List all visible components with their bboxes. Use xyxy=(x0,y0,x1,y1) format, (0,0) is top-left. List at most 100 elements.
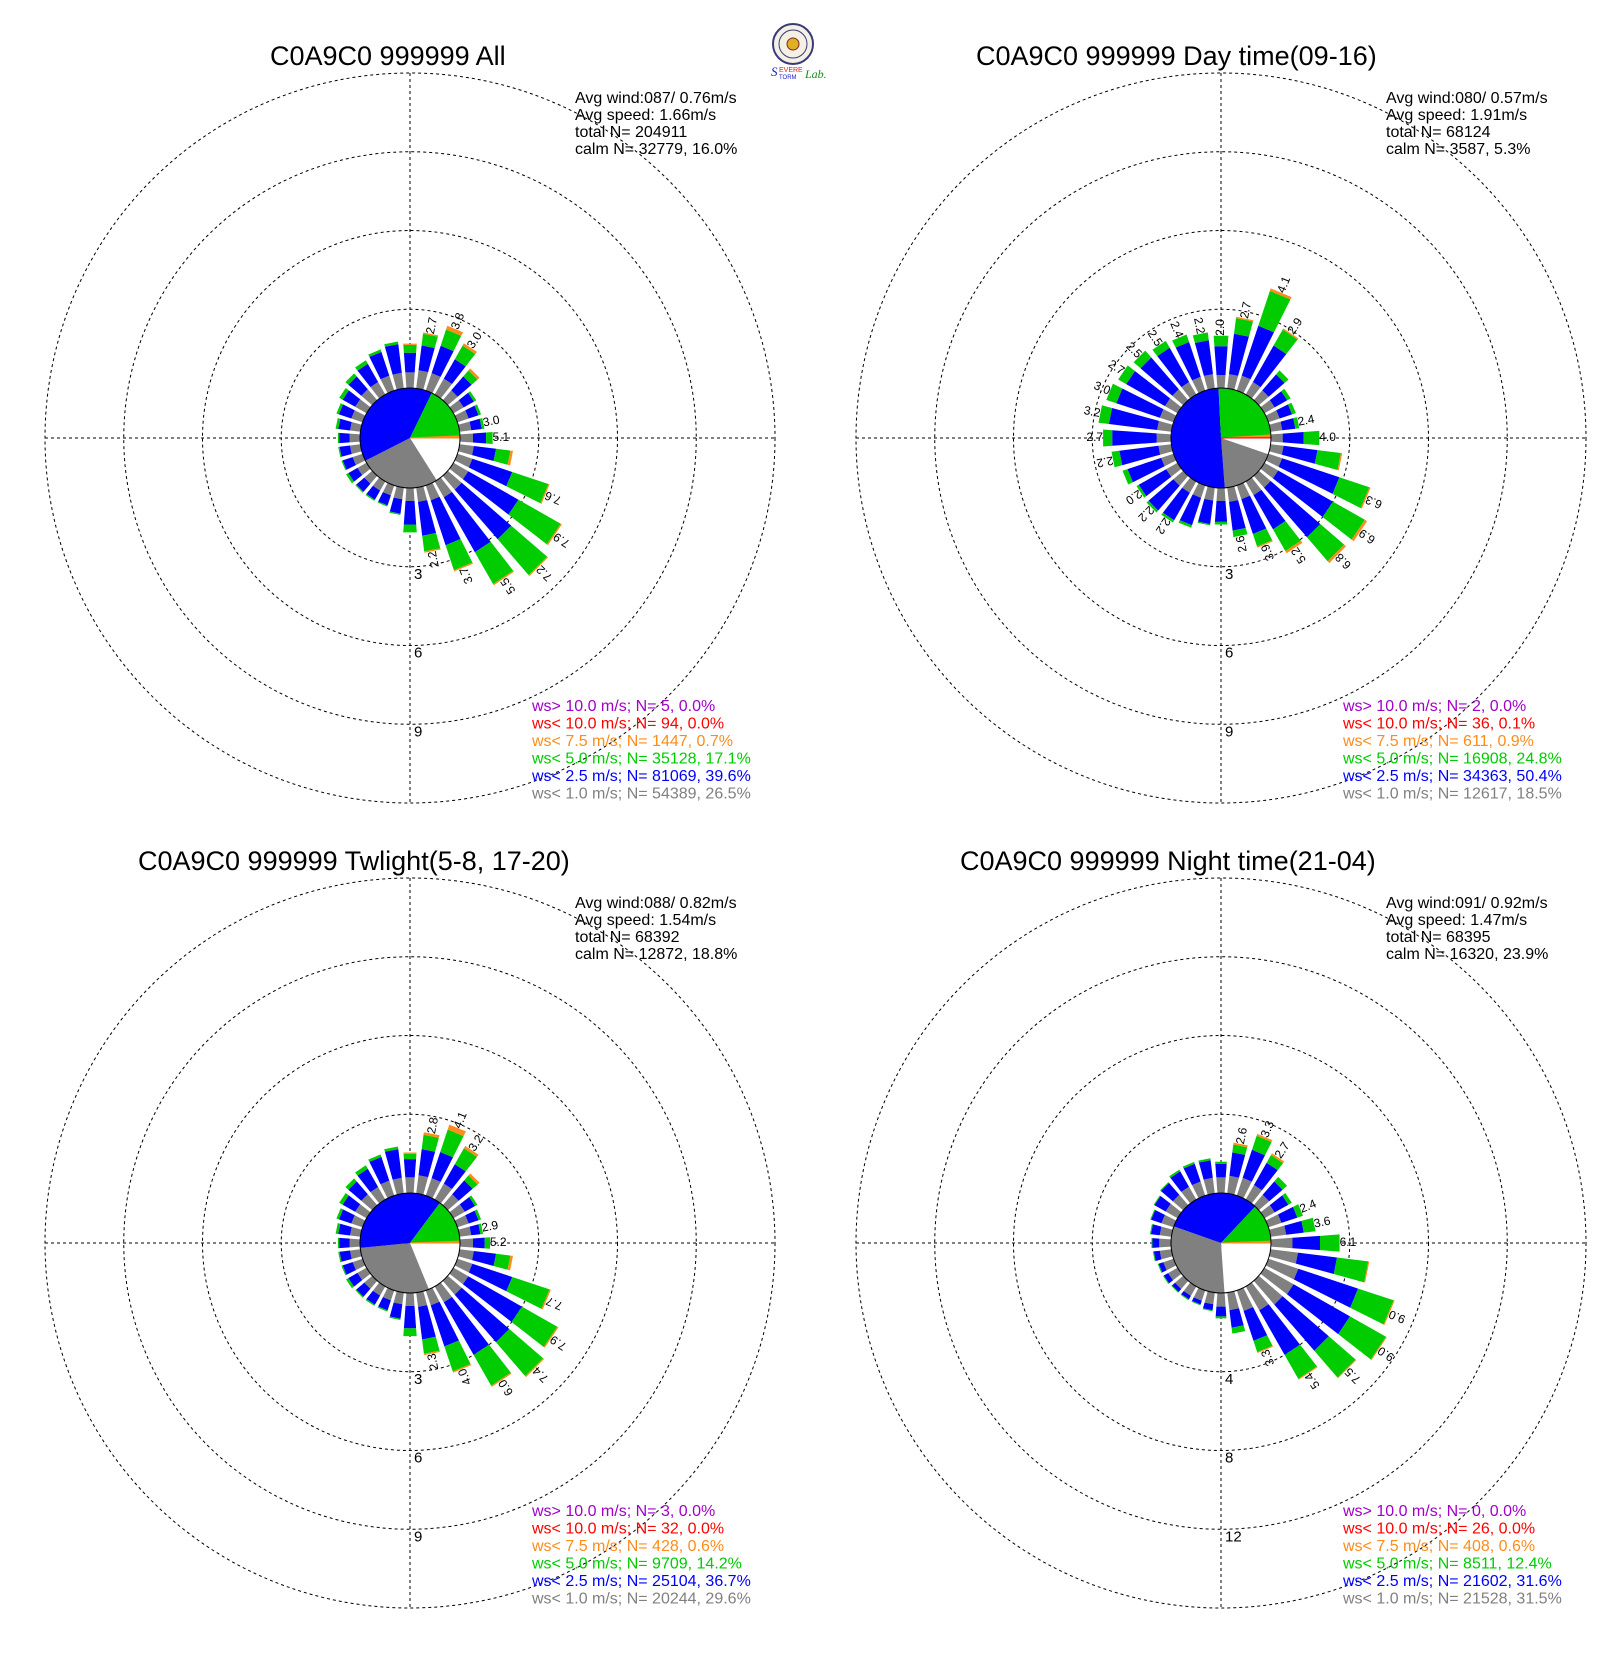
bar-value-label: 2.4 xyxy=(1167,319,1186,340)
bar-value-label: 2.2 xyxy=(1191,316,1208,335)
rose-bar-segment xyxy=(1172,1282,1182,1292)
bar-value-label: 5.2 xyxy=(490,1235,507,1249)
rose-bar-segment xyxy=(416,1175,429,1195)
rose-bar-segment xyxy=(1172,1194,1189,1211)
rose-bar-segment xyxy=(1322,501,1365,540)
stat-total-n: total N= 204911 xyxy=(575,124,687,141)
ring-label: 6 xyxy=(414,645,422,662)
rose-bar-segment xyxy=(443,1297,489,1355)
rose-bar-segment xyxy=(345,373,357,385)
rose-bar-segment xyxy=(1112,430,1157,446)
legend-entry: ws< 2.5 m/s; N= 34363, 50.4% xyxy=(1342,768,1562,785)
rose-bar-segment xyxy=(449,1267,469,1285)
rose-bar-segment xyxy=(1243,1307,1268,1341)
rose-bar-segment xyxy=(1119,445,1161,466)
rose-bar-segment xyxy=(355,484,364,493)
rose-bar-segment xyxy=(355,1204,371,1219)
rose-bar-segment xyxy=(348,1181,368,1201)
rose-bar-segment xyxy=(1383,1300,1395,1325)
rose-bar-segment xyxy=(425,1178,441,1199)
rose-bar-segment xyxy=(382,1287,395,1301)
rose-bar-segment xyxy=(454,482,512,540)
rose-bar-segment xyxy=(418,500,437,536)
rose-bar-segment xyxy=(1116,388,1164,418)
rose-bar-segment xyxy=(366,1290,381,1305)
rose-bar-segment xyxy=(342,1262,356,1275)
rose-bar-segment xyxy=(1270,1237,1293,1249)
rose-bar-segment xyxy=(464,1175,478,1189)
stat-calm-n: calm N= 12872, 18.8% xyxy=(575,946,737,963)
legend-entry: ws< 1.0 m/s; N= 54389, 26.5% xyxy=(531,786,751,803)
rose-bar-segment xyxy=(418,345,435,373)
rose-bar-segment xyxy=(339,432,350,444)
rose-bar-segment xyxy=(1215,1306,1227,1317)
rose-bar-segment xyxy=(1282,1193,1292,1205)
rose-bar-segment xyxy=(440,329,462,352)
rose-bar-segment xyxy=(1169,1169,1181,1178)
rose-bar-segment xyxy=(1253,1194,1270,1211)
rose-bar-segment xyxy=(454,1258,473,1273)
rose-bar-segment xyxy=(393,1291,404,1305)
rose-bar-segment xyxy=(468,391,477,402)
rose-bar-segment xyxy=(1262,1181,1283,1202)
rose-bar-segment xyxy=(1281,388,1291,401)
rose-bar-segment xyxy=(1229,333,1249,376)
rose-bar-segment xyxy=(1260,1267,1294,1295)
rose-bar-segment xyxy=(1265,453,1283,467)
ring-label: 12 xyxy=(1225,1528,1242,1545)
rose-bar-segment xyxy=(1150,1224,1162,1236)
rose-bar-segment xyxy=(1241,325,1274,380)
rose-bar-segment xyxy=(1338,1316,1386,1360)
rose-bar-segment xyxy=(430,496,461,546)
rose-bar-segment xyxy=(1293,1204,1303,1218)
rose-bar-segment xyxy=(1264,481,1321,538)
rose-bar-segment xyxy=(342,390,361,407)
rose-bar-segment xyxy=(1168,1267,1182,1281)
rose-bar-segment xyxy=(507,1255,513,1271)
rose-bar-segment xyxy=(1272,470,1333,517)
rose-bar-segment xyxy=(1253,489,1286,530)
panel-title: C0A9C0 999999 Night time(21-04) xyxy=(960,846,1376,876)
rose-bar-segment xyxy=(1173,470,1189,486)
rose-bar-segment xyxy=(1236,482,1250,500)
rose-bar-segment xyxy=(1259,1304,1300,1355)
rose-bar-segment xyxy=(1159,1238,1172,1248)
rose-bar-segment xyxy=(351,1215,366,1228)
rose-bar-segment xyxy=(1314,450,1341,470)
rose-bar-segment xyxy=(339,1193,349,1205)
rose-bar-segment xyxy=(1148,479,1180,511)
rose-bar-segment xyxy=(440,1129,464,1158)
rose-bar-segment xyxy=(355,399,371,414)
rose-bar-segment xyxy=(1286,1284,1350,1335)
rose-bar-segment xyxy=(378,492,391,506)
rose-bar-segment xyxy=(405,1292,415,1306)
rose-bar-segment xyxy=(1241,495,1267,534)
stat-avg-speed: Avg speed: 1.47m/s xyxy=(1386,912,1527,929)
rose-bar-segment xyxy=(348,376,368,396)
legend-entry: ws> 10.0 m/s; N= 5, 0.0% xyxy=(531,698,715,715)
rose-bar-segment xyxy=(1234,318,1253,337)
rose-bar-segment xyxy=(469,418,482,431)
rose-bar-segment xyxy=(338,418,352,431)
rose-bar-segment xyxy=(1254,1162,1278,1191)
rose-bar-segment xyxy=(378,1297,391,1311)
rose-bar-segment xyxy=(357,1267,371,1281)
rose-bar-segment xyxy=(1202,1308,1213,1312)
rose-bar-segment xyxy=(355,360,368,371)
rose-bar-segment xyxy=(506,472,549,504)
rose-bar-segment xyxy=(459,1197,476,1212)
rose-bar-segment xyxy=(350,444,362,454)
bar-value-label: 3.8 xyxy=(448,310,467,331)
stat-avg-speed: Avg speed: 1.54m/s xyxy=(575,912,716,929)
legend-entry: ws< 10.0 m/s; N= 26, 0.0% xyxy=(1342,1521,1535,1538)
rose-bar-segment xyxy=(1118,365,1135,385)
stat-calm-n: calm N= 16320, 23.9% xyxy=(1386,946,1548,963)
rose-bar-segment xyxy=(462,1276,522,1322)
rose-bar-segment xyxy=(416,1291,428,1307)
rose-bar-segment xyxy=(1182,1161,1195,1169)
ring-label: 6 xyxy=(1225,645,1233,662)
rose-bar-segment xyxy=(1191,1300,1201,1306)
rose-bar-segment xyxy=(423,1132,440,1138)
bar-value-label: 6.1 xyxy=(1340,1235,1357,1249)
